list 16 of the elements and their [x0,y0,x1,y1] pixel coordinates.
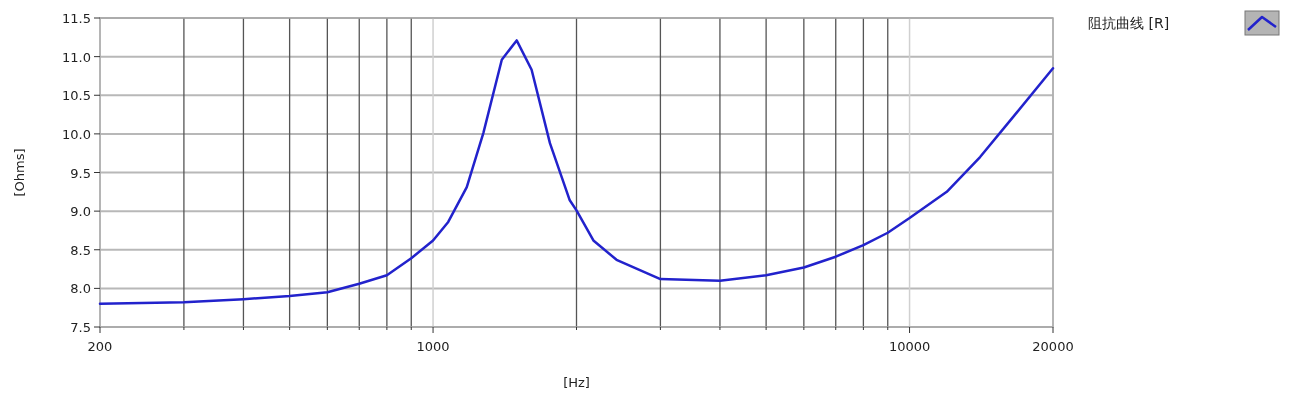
y-axis-title: [Ohms] [12,148,27,197]
y-tick-label: 8.5 [70,242,91,258]
y-tick-label: 10.0 [62,126,91,142]
y-tick-label: 9.5 [70,165,91,181]
x-tick-label: 20000 [1032,339,1074,354]
legend: 阻抗曲线 [R] [1088,10,1280,36]
x-tick-label: 200 [87,339,113,354]
y-tick-label: 8.0 [70,281,91,297]
y-tick-label: 11.5 [62,11,91,26]
y-tick-label: 9.0 [70,204,91,220]
y-tick-label: 7.5 [70,320,91,335]
x-axis-title: [Hz] [563,375,590,390]
y-tick-label: 11.0 [62,49,91,65]
x-tick-label: 10000 [888,339,931,354]
x-tick-label: 1000 [416,339,450,354]
y-tick-label: 10.5 [62,88,91,104]
